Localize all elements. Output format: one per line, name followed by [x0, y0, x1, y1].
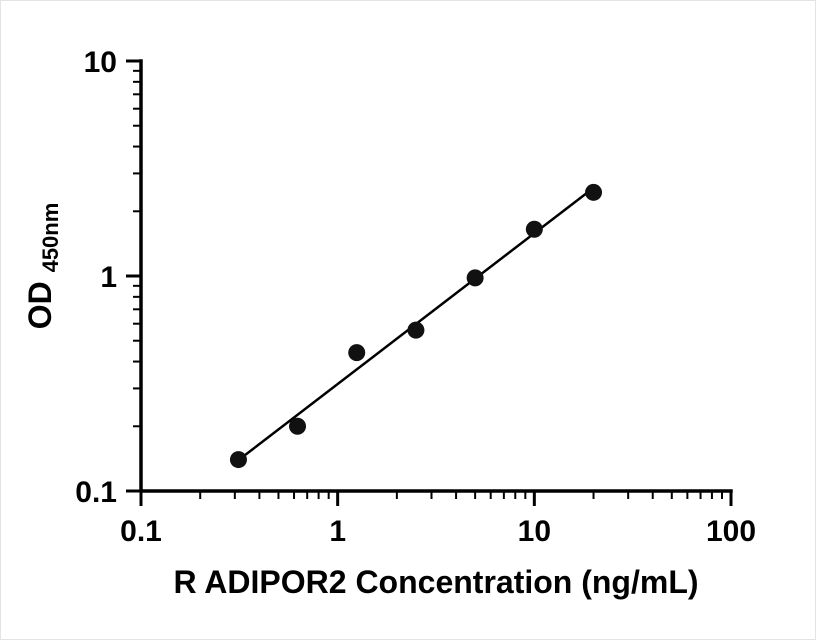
- axis-spines: [139, 59, 733, 493]
- y-tick-label: 10: [84, 46, 117, 79]
- y-axis-title: OD 450nm: [22, 203, 63, 330]
- data-point: [407, 321, 425, 339]
- plot-layer: 0.1 1 10 100 0.1 1 10: [75, 46, 756, 548]
- data-point: [289, 417, 307, 435]
- data-point: [466, 269, 484, 287]
- y-axis-title-subscript: 450nm: [38, 203, 63, 273]
- data-point: [525, 220, 543, 238]
- x-tick-label: 1: [329, 515, 346, 548]
- x-tick-label: 10: [518, 515, 551, 548]
- x-axis-title: R ADIPOR2 Concentration (ng/mL): [173, 564, 698, 600]
- y-axis-title-main: OD: [22, 281, 58, 329]
- y-tick-label: 0.1: [75, 476, 117, 509]
- data-point: [585, 183, 603, 201]
- data-point: [229, 451, 247, 469]
- data-point: [348, 344, 366, 362]
- x-tick-label: 0.1: [120, 515, 162, 548]
- y-tick-label: 1: [100, 261, 117, 294]
- x-tick-label: 100: [706, 515, 756, 548]
